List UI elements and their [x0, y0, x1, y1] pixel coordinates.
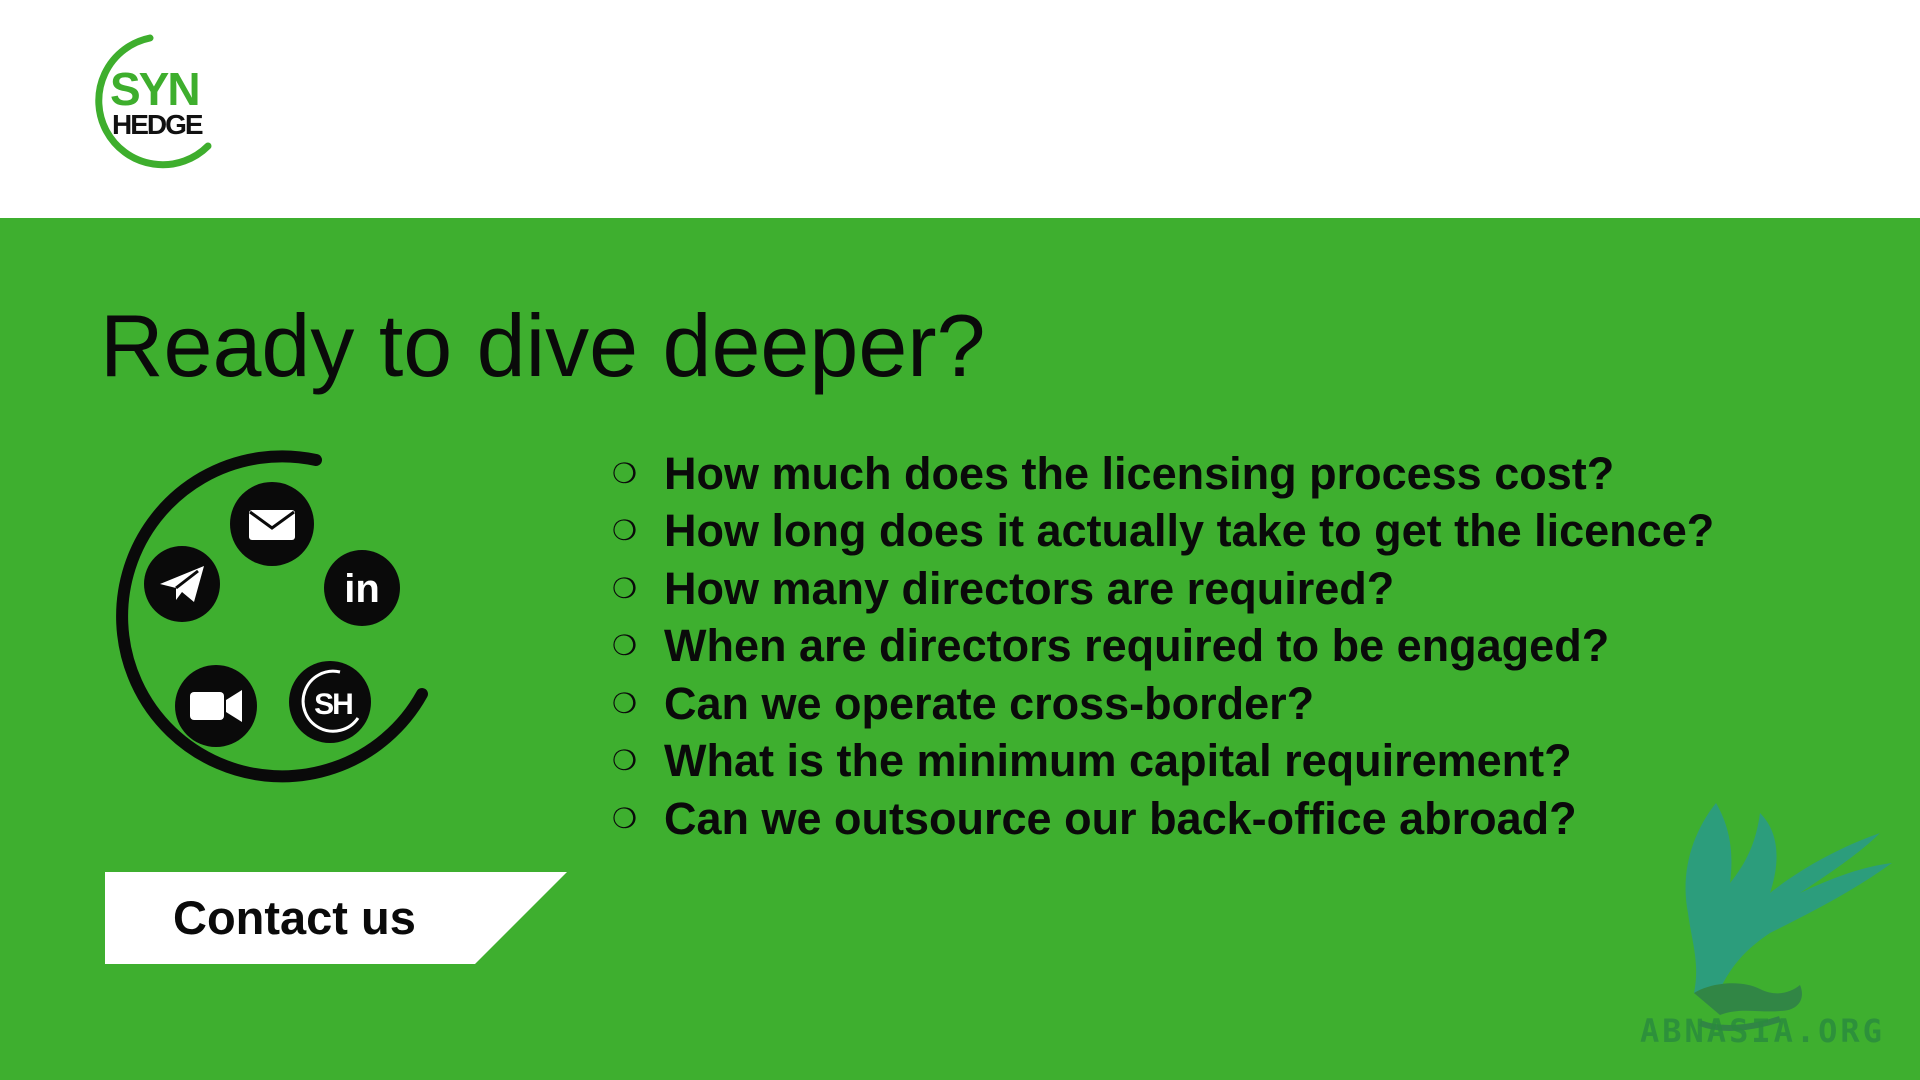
linkedin-icon-label: in — [344, 567, 380, 611]
faq-item: ❍ What is the minimum capital requiremen… — [612, 733, 1714, 791]
header: SYN HEDGE — [0, 0, 1920, 218]
contact-channels-graphic: in SH — [100, 450, 440, 790]
watermark-griffin-icon — [1630, 793, 1920, 1043]
logo-arc — [95, 34, 212, 169]
hollow-circle-bullet-icon: ❍ — [612, 514, 638, 548]
synhedge-logo[interactable]: SYN HEDGE — [78, 30, 218, 175]
faq-item: ❍ How many directors are required? — [612, 560, 1714, 618]
logo-hedge-text: HEDGE — [112, 109, 204, 140]
logo-syn-text: SYN — [110, 63, 201, 115]
faq-item: ❍ When are directors required to be enga… — [612, 618, 1714, 676]
video-call-icon[interactable] — [175, 665, 257, 747]
contact-us-label: Contact us — [173, 891, 416, 944]
faq-item: ❍ Can we outsource our back-office abroa… — [612, 790, 1714, 848]
faq-question: What is the minimum capital requirement? — [664, 735, 1572, 787]
faq-item: ❍ How much does the licensing process co… — [612, 445, 1714, 503]
faq-question: Can we outsource our back-office abroad? — [664, 792, 1577, 844]
graphic-arc — [116, 450, 428, 783]
hollow-circle-bullet-icon: ❍ — [612, 801, 638, 835]
hollow-circle-bullet-icon: ❍ — [612, 744, 638, 778]
faq-list: ❍ How much does the licensing process co… — [612, 445, 1714, 848]
faq-item: ❍ How long does it actually take to get … — [612, 503, 1714, 561]
faq-question: How many directors are required? — [664, 562, 1395, 614]
hollow-circle-bullet-icon: ❍ — [612, 571, 638, 605]
linkedin-icon[interactable]: in — [324, 550, 400, 626]
hollow-circle-bullet-icon: ❍ — [612, 629, 638, 663]
contact-us-button[interactable]: Contact us — [105, 872, 567, 964]
hollow-circle-bullet-icon: ❍ — [612, 686, 638, 720]
faq-question: When are directors required to be engage… — [664, 620, 1610, 672]
hollow-circle-bullet-icon: ❍ — [612, 456, 638, 490]
synhedge-icon[interactable]: SH — [289, 661, 371, 743]
faq-question: How long does it actually take to get th… — [664, 505, 1715, 557]
watermark-text: ABNASIA.ORG — [1640, 1012, 1885, 1050]
faq-question: How much does the licensing process cost… — [664, 447, 1615, 499]
email-icon[interactable] — [230, 482, 314, 566]
faq-item: ❍ Can we operate cross-border? — [612, 675, 1714, 733]
synhedge-icon-label: SH — [314, 688, 352, 721]
contact-button-shape — [105, 872, 567, 964]
telegram-icon[interactable] — [144, 546, 220, 622]
faq-question: Can we operate cross-border? — [664, 677, 1315, 729]
main-panel: Ready to dive deeper? in — [0, 218, 1920, 1080]
page-title: Ready to dive deeper? — [100, 296, 986, 395]
